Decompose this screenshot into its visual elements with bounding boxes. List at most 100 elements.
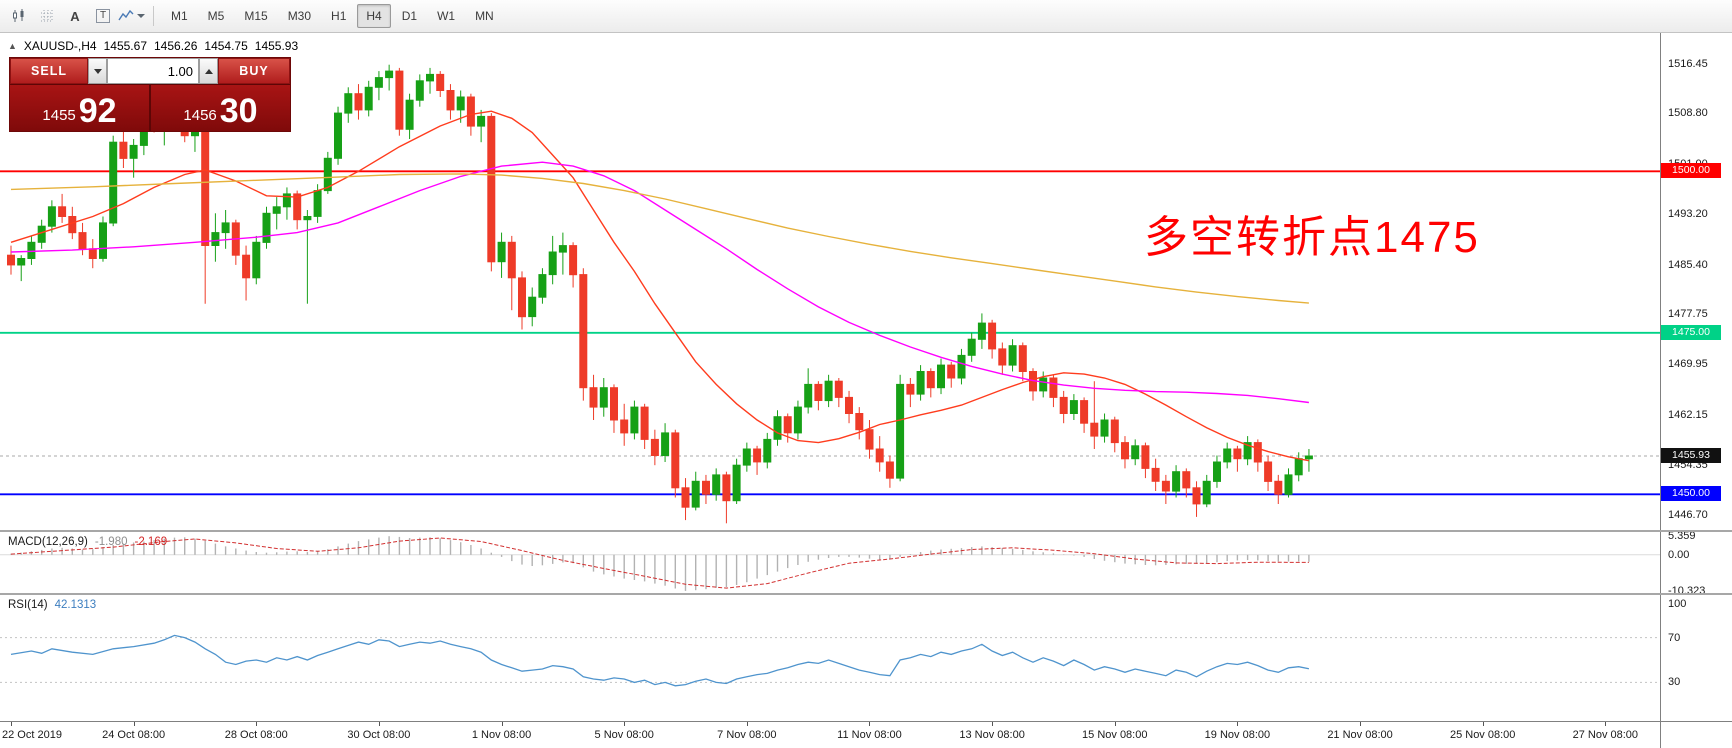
price-axis-label: 1516.45 (1668, 58, 1708, 70)
pane-splitter-macd[interactable] (0, 530, 1732, 532)
timeframe-m5-button[interactable]: M5 (207, 9, 225, 23)
time-axis-label: 15 Nov 08:00 (1082, 729, 1148, 741)
price-axis-label: 1446.70 (1668, 508, 1708, 521)
time-axis-tick (992, 722, 994, 726)
macd-axis-label: 0.00 (1668, 548, 1690, 561)
toolbar: A T M1 M5 M15 M30 H1 H4 D1 W1 MN (0, 0, 1732, 33)
macd-chart (0, 536, 1660, 591)
rsi-axis-label: 30 (1668, 676, 1681, 689)
time-axis-label: 27 Nov 08:00 (1572, 729, 1639, 741)
rsi-name: RSI(14) (8, 599, 48, 611)
sell-price-pips: 92 (78, 92, 117, 131)
time-axis-tick (1360, 722, 1362, 726)
pane-splitter-rsi[interactable] (0, 593, 1732, 595)
horizontal-level-lines (0, 170, 1660, 496)
buy-button[interactable]: BUY (218, 58, 290, 84)
time-axis-tick (378, 722, 380, 726)
macd-axis-label: 5.359 (1668, 530, 1696, 542)
axis-corner (1660, 722, 1732, 748)
candles (7, 64, 1313, 524)
volume-input[interactable] (107, 58, 199, 84)
time-axis-tick (746, 722, 748, 726)
buy-quote[interactable]: 1456 30 (151, 85, 290, 131)
quote-high: 1456.26 (154, 39, 198, 53)
sell-price-main: 1455 (42, 107, 76, 124)
quote-low: 1454.75 (204, 39, 248, 53)
time-axis-label: 5 Nov 08:00 (594, 729, 654, 741)
time-axis-label: 11 Nov 08:00 (837, 729, 902, 741)
macd-pane (0, 532, 1660, 593)
timeframe-d1-button[interactable]: D1 (401, 9, 418, 23)
sell-button[interactable]: SELL (10, 58, 88, 84)
quote-close: 1455.93 (254, 39, 299, 53)
current-price-tag: 1455.93 (1661, 447, 1721, 463)
timeframe-mn-button[interactable]: MN (475, 9, 494, 23)
time-axis-label: 24 Oct 08:00 (102, 729, 166, 741)
timeframe-m30-button[interactable]: M30 (287, 9, 312, 23)
macd-main-value: -1.980 (94, 536, 128, 548)
timeframe-m15-button[interactable]: M15 (244, 9, 268, 23)
trade-panel-quotes: 1455 92 1456 30 (10, 84, 290, 131)
chart-annotation-text: 多空转折点1475 (1144, 213, 1480, 262)
candlestick-chart-icon[interactable] (6, 4, 32, 28)
timeframe-w1-button[interactable]: W1 (437, 9, 456, 23)
rsi-pane (0, 595, 1660, 721)
time-axis-tick (256, 722, 258, 726)
macd-signal-line (10, 537, 1309, 589)
chevron-down-icon (93, 68, 102, 74)
trade-panel-controls: SELL BUY (10, 58, 290, 84)
timeframe-h4-button[interactable]: H4 (357, 4, 391, 28)
price-level-tag: 1475.00 (1661, 324, 1721, 340)
macd-axis-label: -10.323 (1668, 585, 1706, 597)
time-axis-label: 7 Nov 08:00 (717, 729, 777, 741)
indicators-icon[interactable] (118, 4, 145, 28)
time-axis-tick (133, 722, 135, 726)
grid-icon[interactable] (34, 4, 60, 28)
buy-price-pips: 30 (219, 92, 258, 131)
indicators-dropdown-caret (137, 14, 145, 18)
rsi-chart (0, 634, 1660, 687)
text-tool-glyph: T (95, 9, 111, 23)
time-axis-tick (1114, 722, 1116, 726)
indicators-icon-svg (118, 9, 134, 21)
grid-icon-svg (41, 10, 53, 22)
time-axis-tick (11, 722, 12, 726)
toolbar-separator (153, 6, 154, 26)
rsi-level-lines (0, 637, 1660, 683)
moving-averages (10, 110, 1310, 462)
time-axis-tick (501, 722, 503, 726)
time-axis-tick (1605, 722, 1607, 726)
ma-slow-yellow (10, 173, 1309, 304)
volume-increase-button[interactable] (199, 58, 218, 84)
macd-histogram (10, 536, 1310, 591)
one-click-trading-panel: SELL BUY 1455 92 1456 30 (9, 57, 291, 132)
sell-quote[interactable]: 1455 92 (10, 85, 149, 131)
rsi-value: 42.1313 (54, 599, 97, 611)
time-axis-label: 1 Nov 08:00 (471, 729, 532, 741)
ma-mid-magenta (10, 161, 1309, 404)
time-axis-border (0, 721, 1732, 722)
text-tool-icon[interactable]: T (90, 4, 116, 28)
price-axis-label: 1462.15 (1668, 408, 1708, 421)
price-axis-label: 1469.95 (1668, 358, 1708, 371)
volume-dropdown-button[interactable] (88, 58, 107, 84)
macd-label: MACD(12,26,9) -1.980 -2.169 (8, 536, 167, 548)
font-tool-icon[interactable]: A (70, 8, 80, 24)
timeframe-m1-button[interactable]: M1 (171, 9, 188, 23)
time-axis-label: 13 Nov 08:00 (959, 729, 1025, 741)
timeframe-h1-button[interactable]: H1 (331, 9, 347, 23)
rsi-axis-label: 100 (1668, 598, 1687, 610)
ma-fast-red (10, 110, 1310, 462)
price-axis[interactable]: 1516.451508.801501.001493.201485.401477.… (1660, 33, 1732, 722)
time-axis-tick (1237, 722, 1239, 726)
price-axis-label: 1485.40 (1668, 258, 1708, 271)
price-axis-label: 1493.20 (1668, 208, 1708, 221)
time-axis-label: 30 Oct 08:00 (347, 729, 411, 741)
time-axis-label: 25 Nov 08:00 (1449, 729, 1516, 741)
macd-name: MACD(12,26,9) (8, 536, 88, 548)
time-axis[interactable]: 22 Oct 2019 24 Oct 08:00 28 Oct 08:00 30 Oc… (0, 722, 1660, 748)
symbol-info: ▲ XAUUSD-,H4 1455.67 1456.26 1454.75 145… (8, 39, 298, 53)
time-axis-label: 22 Oct 2019 (2, 729, 62, 741)
price-axis-label: 1508.80 (1668, 107, 1708, 120)
